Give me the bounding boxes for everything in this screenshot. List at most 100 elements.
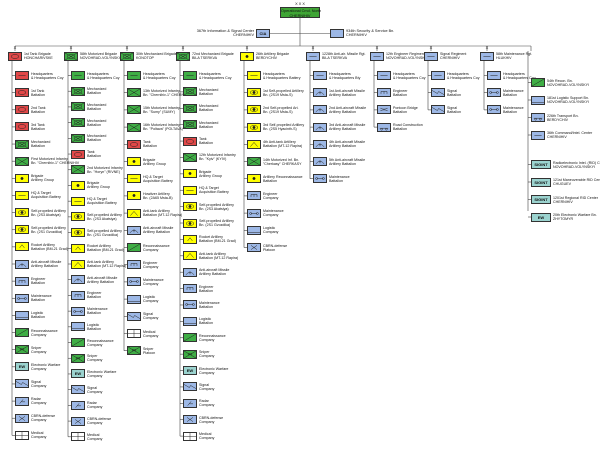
unit-0-6-symbol[interactable] xyxy=(15,173,29,183)
unit-1-16-symbol[interactable] xyxy=(71,322,85,332)
unit-3-15-symbol[interactable] xyxy=(183,316,197,326)
unit-2-12-symbol[interactable] xyxy=(127,277,141,287)
unit-2-1-symbol[interactable] xyxy=(127,88,141,98)
unit-2-7-symbol[interactable] xyxy=(127,191,141,201)
unit-0-17-symbol[interactable]: EW xyxy=(15,362,29,372)
unit-4-6-symbol[interactable] xyxy=(247,174,261,184)
unit-3-7-symbol[interactable] xyxy=(183,185,197,195)
unit-3-5-symbol[interactable] xyxy=(183,152,197,162)
unit-0-2-symbol[interactable] xyxy=(15,105,29,115)
unit-2-3-symbol[interactable] xyxy=(127,122,141,132)
column-8-symbol[interactable] xyxy=(480,52,494,61)
unit-1-21-symbol[interactable] xyxy=(71,400,85,410)
unit-1-6-symbol[interactable] xyxy=(71,165,85,175)
hq-support-right-symbol[interactable] xyxy=(330,29,344,38)
unit-6-2-symbol[interactable] xyxy=(377,105,391,115)
unit-1-14-symbol[interactable] xyxy=(71,290,85,300)
unit-1-10-symbol[interactable] xyxy=(71,228,85,238)
unit-1-23-symbol[interactable] xyxy=(71,432,85,442)
unit-3-11-symbol[interactable] xyxy=(183,251,197,261)
unit-3-16-symbol[interactable] xyxy=(183,333,197,343)
unit-0-3-symbol[interactable] xyxy=(15,122,29,132)
column-4-symbol[interactable] xyxy=(240,52,254,61)
unit-0-7-symbol[interactable] xyxy=(15,190,29,200)
unit-1-9-symbol[interactable] xyxy=(71,212,85,222)
unit-5-2-symbol[interactable] xyxy=(313,105,327,115)
unit-0-19-symbol[interactable] xyxy=(15,396,29,406)
unit-3-14-symbol[interactable] xyxy=(183,300,197,310)
unit-4-7-symbol[interactable] xyxy=(247,191,261,201)
unit-7-1-symbol[interactable] xyxy=(431,88,445,98)
unit-3-0-symbol[interactable] xyxy=(183,71,197,80)
unit-7-2-symbol[interactable] xyxy=(431,105,445,115)
unit-8-0-symbol[interactable] xyxy=(487,71,501,80)
column-1-symbol[interactable] xyxy=(64,52,78,61)
unit-3-2-symbol[interactable] xyxy=(183,103,197,113)
right-unit-5-symbol[interactable]: SIGINT xyxy=(531,177,551,187)
unit-4-0-symbol[interactable] xyxy=(247,71,261,80)
unit-4-8-symbol[interactable] xyxy=(247,208,261,218)
unit-7-0-symbol[interactable] xyxy=(431,71,445,80)
right-unit-4-symbol[interactable]: SIGINT xyxy=(531,160,551,169)
unit-5-5-symbol[interactable] xyxy=(313,157,327,166)
unit-0-0-symbol[interactable] xyxy=(15,71,29,80)
unit-4-10-symbol[interactable] xyxy=(247,243,261,252)
unit-0-14-symbol[interactable] xyxy=(15,310,29,320)
hq-symbol[interactable]: Operational Cmd. North CHERNIHIV xyxy=(280,7,321,18)
hq-support-left-symbol[interactable]: CIA xyxy=(256,29,270,38)
unit-2-8-symbol[interactable] xyxy=(127,208,141,218)
unit-3-17-symbol[interactable]: ••• xyxy=(183,349,197,359)
unit-1-17-symbol[interactable] xyxy=(71,338,85,348)
unit-2-10-symbol[interactable] xyxy=(127,243,141,252)
unit-1-18-symbol[interactable]: ••• xyxy=(71,353,85,363)
unit-0-8-symbol[interactable] xyxy=(15,208,29,218)
unit-5-6-symbol[interactable] xyxy=(313,174,327,184)
unit-1-8-symbol[interactable] xyxy=(71,196,85,206)
unit-0-10-symbol[interactable] xyxy=(15,242,29,252)
unit-3-8-symbol[interactable] xyxy=(183,202,197,212)
unit-1-5-symbol[interactable] xyxy=(71,149,85,159)
right-unit-6-symbol[interactable]: SIGINT xyxy=(531,195,551,204)
unit-0-18-symbol[interactable] xyxy=(15,379,29,389)
unit-3-6-symbol[interactable] xyxy=(183,169,197,179)
unit-3-22-symbol[interactable] xyxy=(183,431,197,441)
column-5-symbol[interactable] xyxy=(306,52,320,61)
unit-4-9-symbol[interactable] xyxy=(247,225,261,235)
column-3-symbol[interactable] xyxy=(176,52,190,61)
unit-1-2-symbol[interactable] xyxy=(71,102,85,112)
unit-2-5-symbol[interactable] xyxy=(127,157,141,166)
unit-4-4-symbol[interactable] xyxy=(247,139,261,149)
unit-2-15-symbol[interactable] xyxy=(127,329,141,338)
unit-3-4-symbol[interactable] xyxy=(183,136,197,146)
unit-1-3-symbol[interactable] xyxy=(71,118,85,128)
unit-8-2-symbol[interactable] xyxy=(487,105,501,115)
unit-0-20-symbol[interactable] xyxy=(15,413,29,423)
unit-8-1-symbol[interactable] xyxy=(487,88,501,98)
unit-2-14-symbol[interactable] xyxy=(127,311,141,321)
unit-4-5-symbol[interactable] xyxy=(247,157,261,166)
unit-1-15-symbol[interactable] xyxy=(71,306,85,316)
unit-3-21-symbol[interactable] xyxy=(183,415,197,425)
unit-3-1-symbol[interactable] xyxy=(183,87,197,97)
right-unit-1-symbol[interactable] xyxy=(531,95,545,105)
unit-0-11-symbol[interactable] xyxy=(15,259,29,269)
unit-3-20-symbol[interactable] xyxy=(183,398,197,408)
unit-3-10-symbol[interactable] xyxy=(183,234,197,244)
unit-0-15-symbol[interactable] xyxy=(15,328,29,338)
unit-1-7-symbol[interactable] xyxy=(71,180,85,190)
unit-4-2-symbol[interactable] xyxy=(247,105,261,115)
column-0-symbol[interactable] xyxy=(8,52,22,61)
unit-1-12-symbol[interactable] xyxy=(71,259,85,269)
unit-0-4-symbol[interactable] xyxy=(15,139,29,149)
unit-1-0-symbol[interactable] xyxy=(71,71,85,80)
unit-1-1-symbol[interactable] xyxy=(71,86,85,96)
right-unit-2-symbol[interactable] xyxy=(531,113,545,122)
unit-0-13-symbol[interactable] xyxy=(15,293,29,303)
unit-1-4-symbol[interactable] xyxy=(71,133,85,143)
unit-2-11-symbol[interactable] xyxy=(127,260,141,270)
unit-2-13-symbol[interactable] xyxy=(127,294,141,304)
column-2-symbol[interactable] xyxy=(120,52,134,61)
unit-0-16-symbol[interactable]: ••• xyxy=(15,345,29,355)
unit-1-20-symbol[interactable] xyxy=(71,385,85,395)
right-unit-0-symbol[interactable] xyxy=(531,78,545,87)
